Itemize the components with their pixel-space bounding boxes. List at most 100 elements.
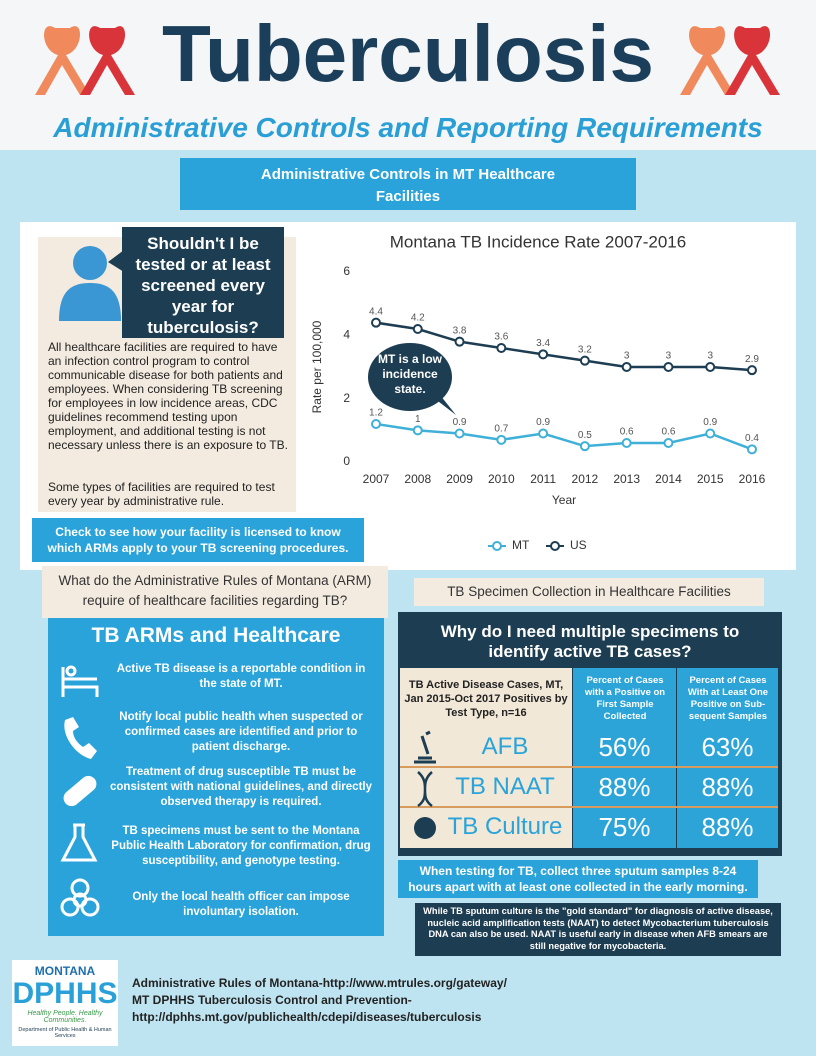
y-axis-label: Rate per 100,000 bbox=[310, 320, 324, 413]
x-tick-label: 2014 bbox=[655, 472, 682, 486]
x-axis-label: Year bbox=[552, 493, 576, 507]
data-label: 3 bbox=[707, 351, 713, 362]
bed-icon bbox=[61, 665, 99, 697]
point bbox=[538, 428, 549, 439]
point bbox=[663, 438, 674, 448]
dna-icon bbox=[417, 771, 433, 808]
point bbox=[747, 365, 757, 376]
person-icon bbox=[59, 246, 121, 321]
x-tick-label: 2007 bbox=[363, 472, 390, 486]
row-divider bbox=[400, 766, 778, 768]
specimen-table: TB Active Disease Cases, MT, Jan 2015-Oc… bbox=[400, 668, 778, 848]
arm-item: TB specimens must be sent to the Montana… bbox=[111, 825, 371, 867]
intro-question: Shouldn't I be tested or at least screen… bbox=[122, 227, 284, 338]
data-label: 0.9 bbox=[536, 417, 550, 428]
data-label: 0.5 bbox=[578, 430, 592, 441]
data-label: 4.2 bbox=[411, 313, 425, 324]
series-line bbox=[375, 321, 753, 372]
chart: Montana TB Incidence Rate 2007-2016 Rate… bbox=[310, 232, 766, 552]
arm-title: TB ARMs and Healthcare bbox=[91, 624, 341, 647]
banner: Administrative Controls in MT Healthcare… bbox=[180, 158, 636, 210]
arm-item: Only the local health officer can impose… bbox=[132, 891, 350, 918]
specimen-footnote: While TB sputum culture is the "gold sta… bbox=[415, 903, 781, 956]
reference: Administrative Rules of Montana-http://w… bbox=[132, 976, 507, 990]
intro-callout: Check to see how your facility is licens… bbox=[32, 518, 364, 562]
logo-state: MONTANA bbox=[34, 964, 96, 978]
point bbox=[412, 425, 423, 436]
table-header: TB Active Disease Cases, MT, Jan 2015-Oc… bbox=[404, 679, 568, 719]
table-cell: 63% bbox=[701, 731, 754, 762]
point bbox=[705, 428, 716, 439]
data-label: 3 bbox=[666, 351, 672, 362]
arm-item: Active TB disease is a reportable condit… bbox=[116, 663, 366, 690]
flask-icon bbox=[60, 823, 98, 862]
point bbox=[705, 362, 716, 372]
logo: MONTANA DPHHS Healthy People. Healthy Co… bbox=[12, 960, 118, 1046]
y-tick-label: 6 bbox=[343, 264, 350, 278]
data-label: 0.4 bbox=[745, 433, 759, 444]
arm-icons bbox=[60, 665, 100, 917]
data-label: 2.9 bbox=[745, 354, 759, 365]
x-tick-label: 2009 bbox=[446, 472, 473, 486]
subtitle: Administrative Controls and Reporting Re… bbox=[53, 112, 763, 143]
table-header: Percent of Cases With at Least One Posit… bbox=[687, 675, 769, 722]
table-cell: 56% bbox=[598, 731, 651, 762]
point bbox=[454, 428, 465, 439]
biohazard-icon bbox=[60, 878, 100, 917]
data-label: 4.4 bbox=[369, 306, 383, 317]
data-label: 3.4 bbox=[536, 338, 550, 349]
data-label: 0.7 bbox=[494, 423, 508, 434]
x-tick-label: 2013 bbox=[613, 472, 640, 486]
data-label: 3.2 bbox=[578, 344, 592, 355]
x-tick-label: 2016 bbox=[739, 472, 766, 486]
y-tick-label: 4 bbox=[343, 328, 350, 342]
x-tick-label: 2015 bbox=[697, 472, 724, 486]
title: Tuberculosis bbox=[162, 9, 654, 98]
header-band bbox=[0, 0, 816, 150]
x-tick-label: 2011 bbox=[530, 472, 556, 486]
arm-question: What do the Administrative Rules of Mont… bbox=[42, 566, 388, 618]
specimen-note: When testing for TB, collect three sputu… bbox=[398, 860, 758, 898]
point bbox=[747, 444, 757, 455]
logo-agency: DPHHS bbox=[12, 977, 118, 1010]
arm-item: Notify local public health when suspecte… bbox=[119, 711, 363, 753]
table-cell: 88% bbox=[701, 771, 754, 802]
point bbox=[579, 355, 590, 366]
point bbox=[454, 336, 465, 347]
table-col-bg bbox=[573, 668, 676, 848]
reference: MT DPHHS Tuberculosis Control and Preven… bbox=[132, 993, 412, 1007]
row-icons bbox=[414, 730, 436, 839]
pill-icon bbox=[63, 775, 97, 807]
point bbox=[621, 438, 632, 448]
table-cell: 75% bbox=[598, 811, 651, 842]
table-cell: 88% bbox=[598, 771, 651, 802]
ribbons bbox=[35, 26, 780, 96]
x-tick-label: 2010 bbox=[488, 472, 515, 486]
point bbox=[371, 317, 381, 328]
ribbon-right bbox=[680, 26, 780, 96]
data-label: 1 bbox=[415, 414, 421, 425]
table-cell: TB Culture bbox=[447, 813, 563, 840]
arm-item: Treatment of drug susceptible TB must be… bbox=[110, 766, 372, 808]
arm-panel bbox=[48, 618, 384, 936]
point bbox=[579, 441, 590, 452]
x-tick-label: 2008 bbox=[404, 472, 431, 486]
y-tick-label: 0 bbox=[343, 454, 350, 468]
legend-label: MT bbox=[512, 538, 530, 552]
table-cell: AFB bbox=[481, 733, 529, 760]
references: Administrative Rules of Montana-http://w… bbox=[132, 975, 612, 1026]
data-label: 0.6 bbox=[661, 427, 675, 438]
intro-paragraph: Some types of facilities are required to… bbox=[48, 480, 275, 508]
row-divider bbox=[400, 806, 778, 808]
data-label: 3.8 bbox=[453, 325, 467, 336]
point bbox=[621, 362, 632, 372]
intro-paragraph: All healthcare facilities are required t… bbox=[48, 340, 288, 452]
table-col-bg bbox=[677, 668, 778, 848]
ribbon-left bbox=[35, 26, 135, 96]
specimen-label: TB Specimen Collection in Healthcare Fac… bbox=[414, 578, 764, 606]
data-label: 1.2 bbox=[369, 408, 383, 419]
logo-tagline: Healthy People. Healthy Communities. bbox=[27, 1010, 103, 1024]
reference: http://dphhs.mt.gov/publichealth/cdepi/d… bbox=[132, 1010, 482, 1024]
legend-label: US bbox=[570, 538, 587, 552]
